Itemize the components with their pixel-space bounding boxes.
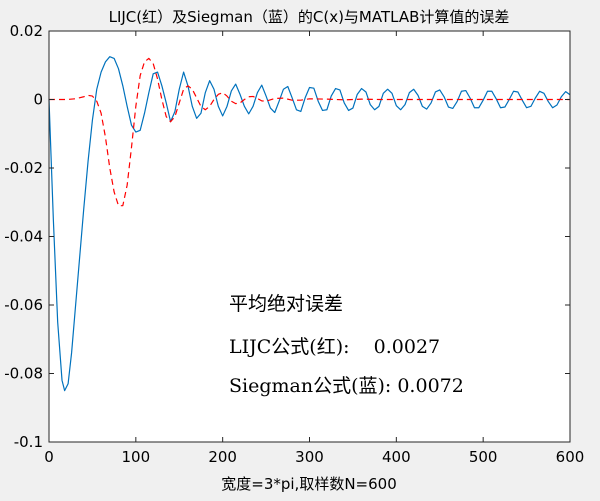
y-tick-label: 0 — [33, 91, 43, 109]
annotation-lijc-error: LIJC公式(红): 0.0027 — [229, 336, 440, 358]
x-tick-label: 0 — [44, 448, 54, 466]
ticks-layer: 0 100 200 300 400 500 600 0.02 0 -0.02 -0.04 -0.06 -… — [4, 22, 584, 466]
chart-title: LIJC(红）及Siegman（蓝）的C(x)与MATLAB计算值的误差 — [109, 8, 510, 26]
series-line-2 — [49, 57, 570, 207]
x-axis-label: 宽度=3*pi,取样数N=600 — [221, 475, 397, 493]
x-tick-label: 400 — [382, 448, 411, 466]
series-line-1 — [48, 56, 571, 392]
y-tick-label: -0.1 — [14, 433, 43, 451]
annotation-siegman-error: Siegman公式(蓝): 0.0072 — [229, 375, 464, 397]
y-tick-label: -0.04 — [4, 228, 43, 246]
x-tick-label: 500 — [469, 448, 498, 466]
annotation-heading: 平均绝对误差 — [229, 293, 343, 315]
y-tick-label: -0.02 — [4, 159, 43, 177]
x-tick-label: 300 — [295, 448, 324, 466]
y-tick-label: -0.06 — [4, 296, 43, 314]
x-tick-label: 600 — [556, 448, 585, 466]
series-layer — [48, 56, 571, 392]
y-tick-label: -0.08 — [4, 365, 43, 383]
y-tick-label: 0.02 — [10, 22, 43, 40]
x-tick-label: 100 — [122, 448, 151, 466]
x-tick-label: 200 — [208, 448, 237, 466]
